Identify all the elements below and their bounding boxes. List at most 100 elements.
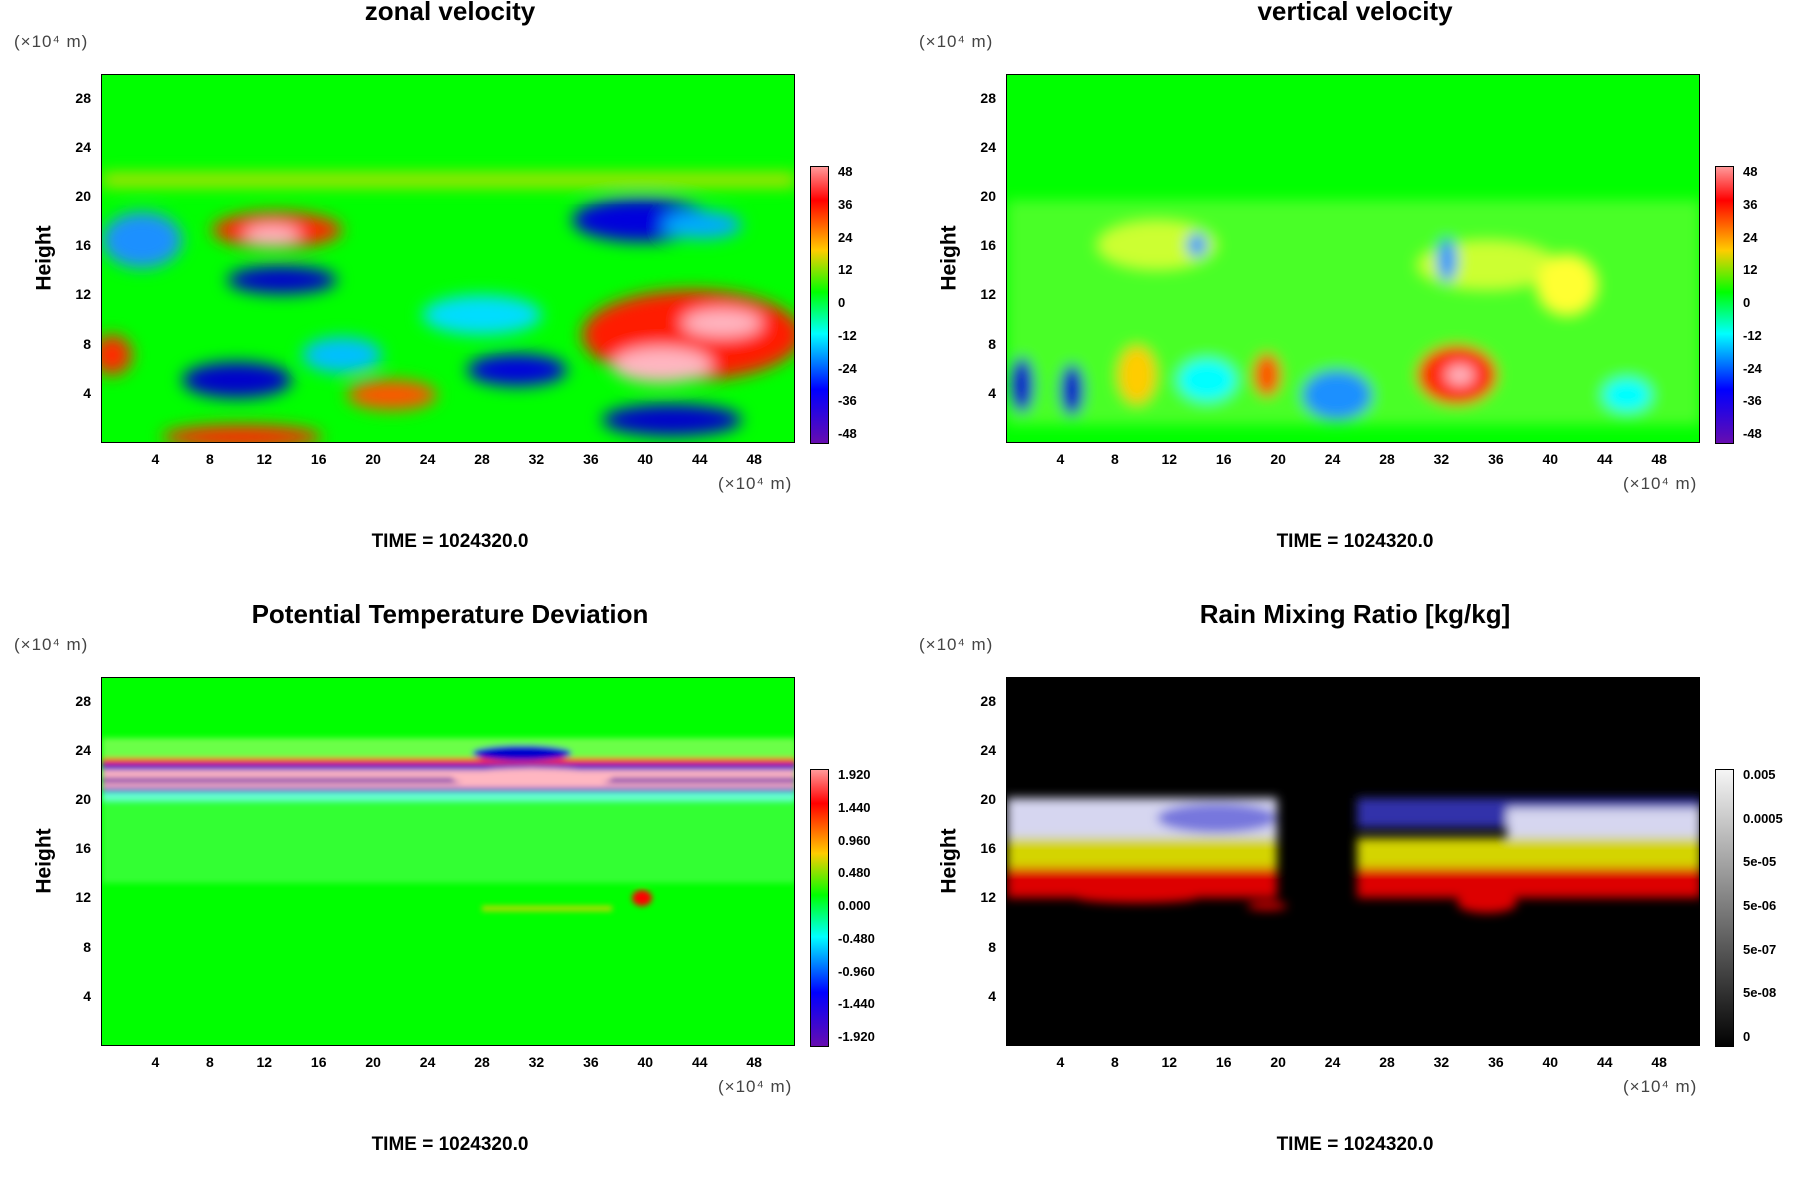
y-tick-label: 20: [75, 791, 91, 807]
colorbar-label: -0.480: [838, 930, 875, 946]
x-tick-label: 40: [637, 451, 654, 467]
heatmap-rain-mixing-ratio: [1007, 678, 1699, 1045]
colorbar-label: 12: [838, 262, 853, 278]
colorbar-label: 48: [1743, 164, 1758, 179]
time-label: TIME = 1024320.0: [1276, 531, 1434, 552]
colorbar-label: 5e-07: [1743, 941, 1777, 957]
colorbar-label: 0: [1743, 295, 1751, 310]
x-tick-label: 48: [1651, 1054, 1667, 1070]
y-axis-label: Height: [937, 225, 961, 291]
colorbar-label: -48: [838, 426, 857, 441]
y-tick-label: 20: [75, 188, 91, 204]
x-tick-label: 24: [419, 1054, 436, 1070]
y-tick-label: 4: [83, 987, 91, 1004]
x-tick-label: 16: [310, 451, 327, 467]
x-tick-label: 32: [1433, 1054, 1450, 1070]
y-unit-label: (×10⁴ m): [919, 635, 994, 654]
x-tick-label: 12: [1161, 451, 1178, 467]
colorbar-label: 0: [838, 295, 846, 310]
x-tick-label: 44: [691, 1054, 708, 1070]
colorbar: [1715, 769, 1734, 1047]
colorbar-label: -12: [838, 327, 857, 343]
colorbar-label: -36: [838, 393, 857, 409]
colorbar: [810, 166, 829, 444]
x-tick-label: 48: [746, 1054, 762, 1070]
colorbar-label: 1.440: [838, 799, 871, 815]
colorbar-label: 48: [838, 164, 853, 179]
y-tick-label: 20: [980, 188, 996, 204]
y-tick-label: 16: [980, 840, 996, 857]
colorbar-label: 0.0005: [1743, 810, 1783, 826]
y-axis-label: Height: [32, 225, 56, 291]
colorbar-label: 12: [1743, 262, 1758, 278]
x-unit-label: (×10⁴ m): [718, 474, 793, 493]
colorbar-label: 36: [838, 196, 853, 212]
y-tick-label: 24: [75, 741, 91, 758]
panel-zonal-velocity: zonal velocity (×10⁴ m) Height: [0, 0, 900, 600]
x-tick-label: 16: [1215, 451, 1232, 467]
y-unit-label: (×10⁴ m): [14, 635, 89, 654]
x-tick-label: 12: [256, 451, 273, 467]
panel-potential-temperature-deviation: Potential Temperature Deviation (×10⁴ m)…: [0, 599, 900, 1203]
colorbar-label: 0.000: [838, 898, 871, 913]
x-tick-label: 40: [637, 1054, 654, 1070]
colorbar-label: -0.960: [838, 963, 875, 979]
x-tick-label: 36: [583, 451, 599, 467]
x-tick-label: 44: [1596, 1054, 1613, 1070]
y-tick-label: 20: [980, 791, 996, 807]
y-tick-label: 8: [83, 938, 91, 955]
heatmap-zonal-velocity: [102, 75, 794, 442]
colorbar-label: -48: [1743, 426, 1762, 441]
heatmap-potential-temperature: [102, 678, 794, 1045]
x-tick-label: 40: [1542, 1054, 1559, 1070]
colorbar: [1715, 166, 1734, 444]
x-tick-label: 48: [746, 451, 762, 467]
x-tick-label: 12: [256, 1054, 273, 1070]
x-tick-label: 24: [419, 451, 436, 467]
chart-title: vertical velocity: [1257, 0, 1453, 26]
x-tick-label: 20: [365, 1054, 381, 1070]
y-tick-label: 4: [988, 987, 996, 1004]
colorbar-label: -24: [838, 360, 857, 376]
colorbar-label: -1.920: [838, 1029, 875, 1044]
y-tick-label: 24: [75, 138, 91, 155]
colorbar-label: -12: [1743, 327, 1762, 343]
colorbar-label: 5e-08: [1743, 985, 1777, 1001]
colorbar-label: 1.920: [838, 767, 871, 782]
x-tick-label: 44: [1596, 451, 1613, 467]
y-tick-label: 16: [980, 237, 996, 254]
y-tick-label: 4: [988, 384, 996, 401]
y-tick-label: 12: [980, 889, 996, 906]
heatmap-vertical-velocity: [1007, 75, 1699, 442]
x-unit-label: (×10⁴ m): [1623, 474, 1698, 493]
colorbar-label: 0.960: [838, 832, 871, 848]
x-tick-label: 48: [1651, 451, 1667, 467]
x-unit-label: (×10⁴ m): [718, 1077, 793, 1096]
y-tick-label: 28: [75, 692, 91, 709]
x-tick-label: 16: [310, 1054, 327, 1070]
y-tick-label: 8: [83, 335, 91, 352]
y-tick-label: 12: [980, 286, 996, 303]
x-tick-label: 36: [1488, 1054, 1504, 1070]
colorbar-label: -24: [1743, 360, 1762, 376]
y-tick-label: 16: [75, 840, 91, 857]
y-axis-label: Height: [32, 828, 56, 894]
colorbar-label: 24: [1743, 229, 1758, 245]
chart-title: Rain Mixing Ratio [kg/kg]: [1199, 599, 1511, 629]
x-tick-label: 24: [1324, 451, 1341, 467]
x-tick-label: 20: [1270, 451, 1286, 467]
x-tick-label: 4: [1056, 1054, 1065, 1070]
x-tick-label: 40: [1542, 451, 1559, 467]
x-unit-label: (×10⁴ m): [1623, 1077, 1698, 1096]
plot-area: [1006, 74, 1700, 443]
x-tick-label: 32: [1433, 451, 1450, 467]
x-tick-label: 36: [583, 1054, 599, 1070]
x-tick-label: 28: [474, 1054, 490, 1070]
x-tick-label: 16: [1215, 1054, 1232, 1070]
y-tick-label: 12: [75, 286, 91, 303]
colorbar: [810, 769, 829, 1047]
x-tick-label: 8: [1110, 451, 1119, 467]
x-tick-label: 28: [1379, 1054, 1395, 1070]
y-tick-label: 28: [980, 89, 996, 106]
colorbar-label: 0: [1743, 1029, 1751, 1044]
